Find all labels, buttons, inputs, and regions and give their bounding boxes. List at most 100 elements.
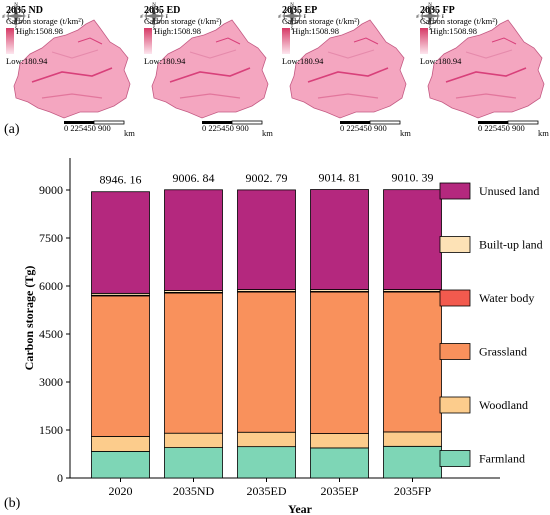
legend-low: Low:180.94 — [420, 56, 462, 66]
scale-unit: km — [538, 128, 549, 138]
bar-segment — [164, 292, 223, 434]
map-title: 2035 EP — [282, 5, 318, 16]
panel-b-label: (b) — [4, 496, 21, 511]
region-map — [289, 19, 407, 119]
bar-total-label: 9014. 81 — [319, 171, 361, 185]
map-panel: 2035 ND Carbon storage (t/km²) High:1508.9… — [2, 2, 137, 138]
bar-segment — [383, 445, 442, 479]
legend-label: Grassland — [479, 345, 527, 359]
y-tick-label: 4500 — [39, 327, 63, 341]
scale-unit: km — [124, 128, 135, 138]
legend-swatch — [439, 450, 471, 467]
compass-w: W — [416, 15, 420, 20]
legend-swatch — [439, 236, 471, 253]
legend-label: Unused land — [479, 184, 539, 198]
bar-total-label: 8946. 16 — [100, 173, 142, 187]
compass-w: W — [2, 15, 6, 20]
x-axis-label: Year — [288, 502, 313, 515]
legend-low: Low:180.94 — [144, 56, 186, 66]
y-tick-label: 9000 — [39, 183, 63, 197]
stacked-bar-chart: 0 1500 3000 4500 6000 7500 9000 Carbon storage … — [22, 158, 543, 515]
compass-icon: N S E W — [278, 3, 306, 30]
color-gradient-legend — [282, 28, 290, 54]
bar-segment — [164, 189, 223, 291]
x-tick-label: 2035ND — [173, 484, 215, 498]
compass-s: S — [291, 27, 294, 30]
scale-ticks: 0 225450 900 — [340, 123, 387, 133]
y-tick-label: 3000 — [39, 375, 63, 389]
legend-label: Built-up land — [479, 238, 543, 252]
bar-segment — [237, 446, 296, 479]
scale-bar — [64, 120, 125, 125]
compass-icon: N S E W — [416, 3, 444, 30]
legend-high: High:1508.98 — [154, 26, 201, 36]
x-tick-label: 2035EP — [320, 484, 358, 498]
compass-icon: N S E W — [140, 3, 168, 30]
compass-e: E — [303, 15, 306, 20]
compass-w: W — [278, 15, 282, 20]
legend-title: Carbon storage (t/km²) — [144, 16, 222, 26]
legend-swatch — [439, 289, 471, 307]
panel-a-label: (a) — [4, 122, 20, 137]
region-map — [13, 19, 131, 119]
scale-ticks: 0 225450 900 — [64, 123, 111, 133]
bar-segment — [91, 295, 150, 437]
legend-swatch — [439, 182, 471, 200]
region-map — [151, 19, 269, 119]
x-tick-label: 2020 — [109, 484, 133, 498]
y-axis-label: Carbon storage (Tg) — [22, 266, 36, 371]
legend-swatch — [439, 343, 471, 360]
compass-s: S — [153, 27, 156, 30]
map-panel: 2035 ED Carbon storage (t/km²) High:1508.9… — [140, 2, 275, 138]
legend-high: High:1508.98 — [430, 26, 477, 36]
scale-bar — [478, 120, 539, 125]
scale-ticks: 0 225450 900 — [478, 123, 525, 133]
compass-w: W — [140, 15, 144, 20]
compass-s: S — [429, 27, 432, 30]
compass-n: N — [290, 3, 294, 8]
map-title: 2035 ED — [144, 5, 181, 16]
compass-s: S — [15, 27, 18, 30]
compass-n: N — [14, 3, 18, 8]
bar-segment — [164, 432, 223, 449]
legend-low: Low:180.94 — [282, 56, 324, 66]
legend-label: Woodland — [479, 398, 528, 412]
bar-segment — [383, 291, 442, 433]
map-panel: 2035 FP Carbon storage (t/km²) High:1508.9… — [416, 2, 550, 138]
bar-total-label: 9002. 79 — [246, 171, 288, 185]
legend-low: Low:180.94 — [6, 56, 48, 66]
y-tick-label: 0 — [57, 471, 63, 485]
bar-total-label: 9006. 84 — [173, 171, 215, 185]
bar-segment — [310, 189, 369, 290]
legend-title: Carbon storage (t/km²) — [420, 16, 498, 26]
bar-segment — [164, 447, 223, 479]
legend-label: Farmland — [479, 452, 525, 466]
scale-bar — [340, 120, 401, 125]
bar-segment — [237, 291, 296, 433]
x-tick-label: 2035FP — [394, 484, 432, 498]
map-title: 2035 ND — [6, 5, 43, 16]
legend-high: High:1508.98 — [292, 26, 339, 36]
color-gradient-legend — [144, 28, 152, 54]
bar-segment — [91, 451, 150, 479]
bar-segment — [383, 189, 442, 290]
region-map — [427, 19, 545, 119]
map-title: 2035 FP — [420, 5, 455, 16]
color-gradient-legend — [420, 28, 428, 54]
bar-segment — [310, 433, 369, 449]
bar-total-label: 9010. 39 — [392, 171, 434, 185]
legend-label: Water body — [479, 291, 534, 305]
map-panel: 2035 EP Carbon storage (t/km²) High:1508.9… — [278, 2, 413, 138]
legend-high: High:1508.98 — [16, 26, 63, 36]
scale-bar — [202, 120, 263, 125]
compass-icon: N S E W — [2, 3, 30, 30]
bar-segment — [237, 189, 296, 290]
bar-segment — [310, 291, 369, 434]
legend-title: Carbon storage (t/km²) — [282, 16, 360, 26]
bar-segment — [383, 431, 442, 447]
legend-swatch — [439, 396, 471, 414]
y-tick-label: 6000 — [39, 279, 63, 293]
compass-e: E — [27, 15, 30, 20]
y-tick-label: 1500 — [39, 423, 63, 437]
scale-unit: km — [400, 128, 411, 138]
